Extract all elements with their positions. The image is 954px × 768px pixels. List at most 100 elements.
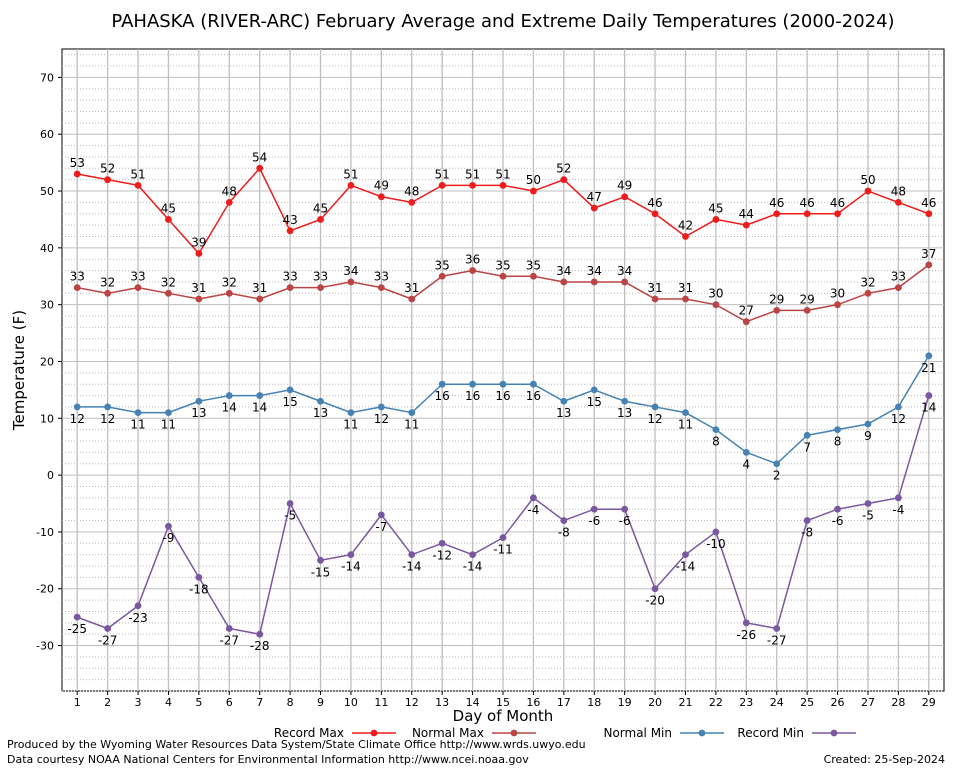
normal-max-point (499, 272, 507, 280)
x-tick-label: 5 (195, 696, 202, 709)
normal-max-point (165, 289, 172, 297)
normal-max-data-label: 33 (282, 270, 297, 284)
normal-max-point (560, 278, 568, 286)
record-min-point (317, 556, 324, 564)
x-tick-label: 24 (770, 696, 784, 709)
normal-max-data-label: 31 (191, 281, 206, 295)
legend-label-record-min: Record Min (737, 726, 804, 740)
record-min-data-label: -14 (463, 560, 483, 574)
normal-min-data-label: 12 (891, 412, 906, 426)
record-max-data-label: 44 (739, 207, 754, 221)
normal-min-point (834, 426, 841, 434)
normal-min-data-label: 12 (100, 412, 115, 426)
normal-min-data-label: 2 (773, 469, 781, 483)
record-min-point (530, 494, 537, 502)
record-max-data-label: 51 (435, 167, 450, 181)
normal-max-point (438, 272, 446, 280)
x-tick-label: 22 (709, 696, 723, 709)
normal-min-point (499, 380, 507, 388)
normal-min-point (317, 397, 324, 405)
record-min-data-label: -9 (162, 531, 174, 545)
footer-created: Created: 25-Sep-2024 (823, 753, 945, 766)
normal-min-data-label: 11 (130, 418, 145, 432)
normal-max-data-label: 35 (526, 258, 541, 272)
normal-min-point (742, 448, 750, 456)
record-min-point (225, 625, 233, 632)
normal-max-point (317, 284, 324, 292)
record-max-data-label: 51 (495, 167, 510, 181)
series-group (73, 164, 933, 638)
x-tick-label: 17 (557, 696, 571, 709)
record-max-data-label: 45 (313, 201, 328, 215)
record-max-point (682, 233, 689, 240)
normal-min-data-label: 8 (712, 435, 720, 449)
record-min-data-label: -5 (284, 509, 296, 523)
record-min-data-label: -8 (801, 526, 813, 540)
normal-min-data-label: 13 (556, 406, 571, 420)
record-min-data-label: -6 (588, 514, 600, 528)
record-max-data-label: 45 (708, 201, 723, 215)
x-tick-label: 6 (226, 696, 233, 709)
normal-max-point (286, 284, 294, 292)
record-max-point (742, 221, 750, 229)
record-max-point (104, 176, 112, 184)
record-min-data-label: -27 (98, 634, 118, 648)
normal-min-point (469, 380, 476, 388)
normal-min-point (682, 409, 689, 417)
record-max-data-label: 51 (343, 167, 358, 181)
record-min-data-label: -18 (189, 582, 209, 596)
record-max-data-label: 45 (161, 201, 176, 215)
record-min-data-label: -14 (402, 560, 422, 574)
normal-min-data-label: 11 (161, 418, 176, 432)
record-min-point (712, 528, 720, 536)
y-tick-label: -10 (36, 526, 54, 539)
record-min-data-label: 14 (921, 401, 936, 415)
normal-max-point (834, 301, 841, 309)
normal-max-data-label: 34 (343, 264, 358, 278)
record-min-data-label: -27 (219, 634, 239, 648)
normal-max-data-label: 31 (647, 281, 662, 295)
record-min-data-label: -28 (250, 639, 270, 653)
record-max-data-label: 51 (465, 167, 480, 181)
record-min-point (165, 522, 172, 530)
x-tick-label: 21 (678, 696, 692, 709)
record-min-data-label: -27 (767, 634, 787, 648)
normal-max-point (803, 306, 811, 314)
record-min-point (134, 602, 142, 610)
normal-max-data-label: 33 (891, 270, 906, 284)
normal-max-point (530, 272, 537, 280)
record-min-data-label: -25 (67, 622, 87, 636)
record-max-data-label: 48 (891, 184, 906, 198)
normal-min-data-label: 14 (222, 401, 237, 415)
record-max-point (621, 193, 629, 201)
x-tick-label: 7 (256, 696, 263, 709)
record-min-point (256, 630, 264, 638)
normal-min-point (73, 403, 81, 411)
y-axis-label: Temperature (F) (10, 310, 28, 431)
record-min-data-label: -8 (558, 526, 570, 540)
record-max-data-label: 46 (799, 196, 814, 210)
x-axis-label: Day of Month (453, 707, 554, 725)
normal-max-data-label: 27 (739, 304, 754, 318)
normal-min-data-label: 16 (526, 389, 541, 403)
normal-min-point (803, 431, 811, 439)
normal-min-point (621, 397, 629, 405)
record-max-point (590, 204, 598, 212)
y-tick-label: 70 (40, 71, 54, 84)
record-max-point (925, 210, 933, 218)
normal-min-point (530, 380, 537, 388)
record-min-point (286, 500, 294, 507)
record-min-point (590, 505, 598, 513)
normal-min-data-label: 21 (921, 361, 936, 375)
x-tick-label: 1 (74, 696, 81, 709)
y-tick-label: 20 (40, 355, 54, 368)
normal-max-point (621, 278, 629, 286)
normal-max-data-label: 34 (587, 264, 602, 278)
record-max-data-label: 53 (70, 156, 85, 170)
normal-min-point (225, 392, 233, 399)
normal-max-data-label: 36 (465, 253, 480, 267)
record-max-data-label: 46 (921, 196, 936, 210)
record-min-data-label: -14 (676, 560, 696, 574)
x-tick-label: 4 (165, 696, 172, 709)
normal-max-data-label: 30 (708, 287, 723, 301)
